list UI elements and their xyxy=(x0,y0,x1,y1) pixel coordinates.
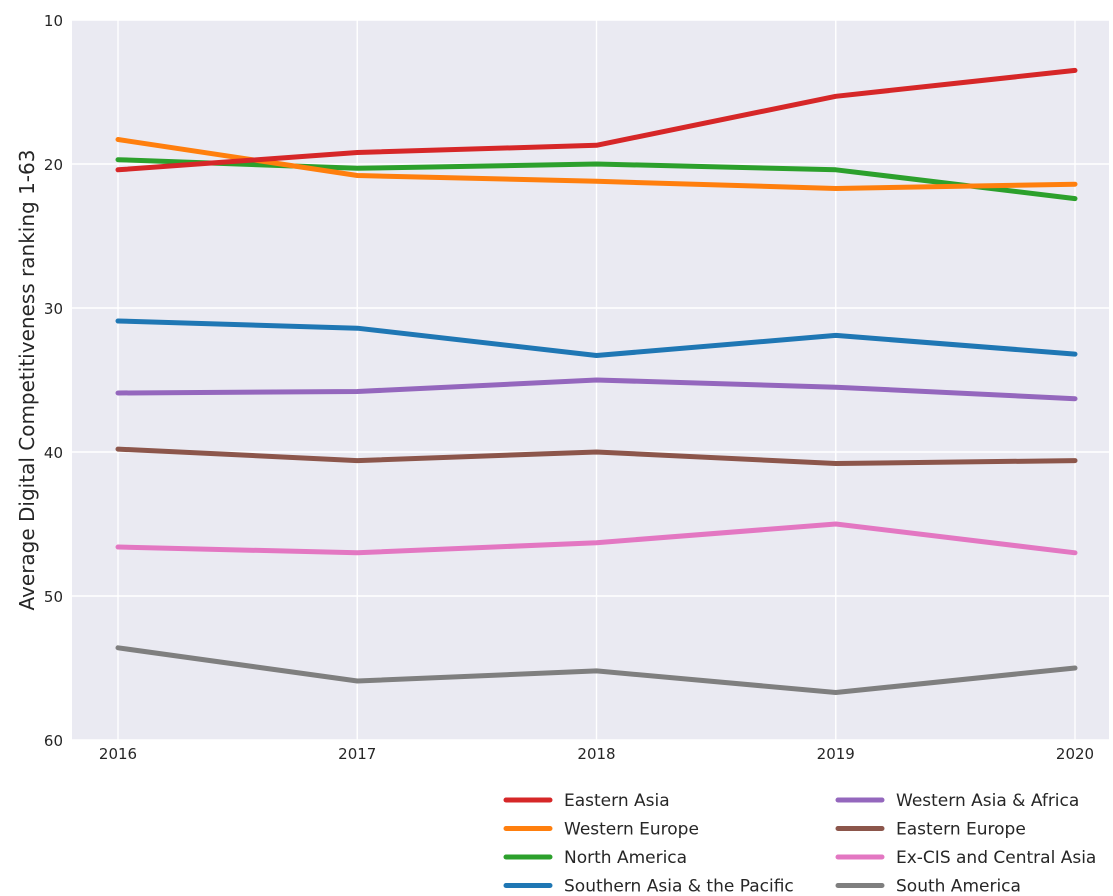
x-axis-ticks: 2016 2017 2018 2019 2020 xyxy=(99,745,1094,763)
legend-item: North America xyxy=(503,848,687,868)
series-lines xyxy=(115,67,1078,695)
legend-item: Southern Asia & the Pacific xyxy=(503,877,794,896)
series-line xyxy=(115,446,1078,466)
legend-label: Western Europe xyxy=(564,820,699,840)
y-tick-label: 10 xyxy=(44,12,63,30)
legend-label: South America xyxy=(896,877,1021,896)
legend-item: Western Europe xyxy=(503,820,699,840)
legend-label: Western Asia & Africa xyxy=(896,791,1079,811)
x-tick-label: 2017 xyxy=(338,745,376,763)
series-line xyxy=(115,521,1078,556)
legend-label: Southern Asia & the Pacific xyxy=(564,877,794,896)
legend-item: Eastern Europe xyxy=(835,820,1026,840)
legend-label: Ex-CIS and Central Asia xyxy=(896,848,1096,868)
y-axis-title: Average Digital Competitiveness ranking … xyxy=(15,150,39,611)
series-line xyxy=(115,645,1078,695)
x-tick-label: 2016 xyxy=(99,745,137,763)
y-tick-label: 30 xyxy=(44,300,63,318)
y-tick-label: 60 xyxy=(44,732,63,750)
legend-item: South America xyxy=(835,877,1021,896)
y-axis-ticks: 10 20 30 40 50 60 xyxy=(44,12,63,750)
legend-item: Ex-CIS and Central Asia xyxy=(835,848,1096,868)
x-tick-label: 2020 xyxy=(1056,745,1094,763)
legend: Eastern Asia Western Europe North America S… xyxy=(503,791,1096,896)
series-line xyxy=(115,377,1078,402)
legend-item: Western Asia & Africa xyxy=(835,791,1079,811)
legend-label: Eastern Asia xyxy=(564,791,670,811)
y-tick-label: 40 xyxy=(44,444,63,462)
legend-item: Eastern Asia xyxy=(503,791,670,811)
y-tick-label: 20 xyxy=(44,156,63,174)
x-tick-label: 2018 xyxy=(577,745,615,763)
y-tick-label: 50 xyxy=(44,588,63,606)
series-line xyxy=(115,318,1078,358)
x-tick-label: 2019 xyxy=(817,745,855,763)
legend-label: North America xyxy=(564,848,687,868)
series-line xyxy=(115,67,1078,173)
legend-label: Eastern Europe xyxy=(896,820,1026,840)
series-line xyxy=(115,137,1078,191)
